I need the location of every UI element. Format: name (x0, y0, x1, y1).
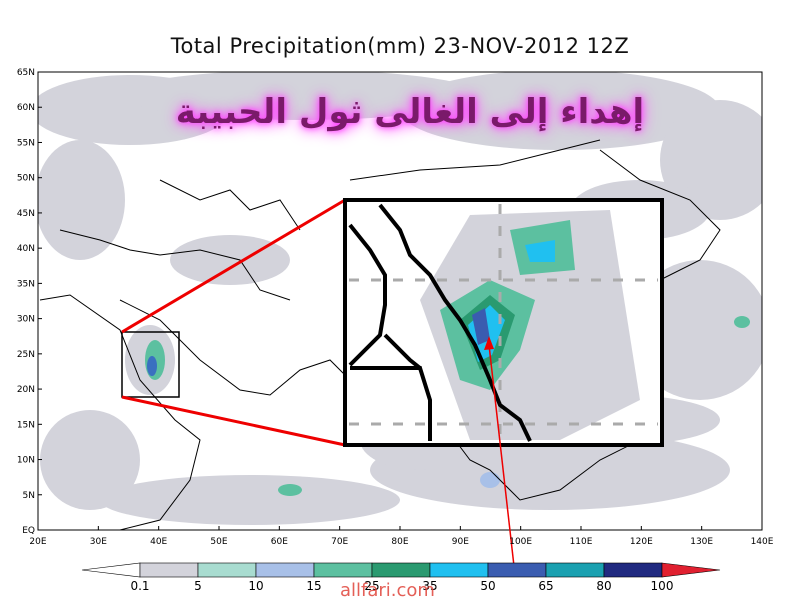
colorbar: 0.1 5 10 15 25 35 50 65 80 100 (81, 562, 721, 593)
colorbar-box (487, 562, 547, 578)
colorbar-label: 15 (306, 579, 321, 593)
lat-label: 50N (17, 174, 35, 184)
colorbar-label: 5 (194, 579, 202, 593)
map-title: Total Precipitation(mm) 23-NOV-2012 12Z (170, 34, 630, 58)
lat-label: EQ (22, 526, 35, 536)
lon-label: 50E (210, 537, 227, 547)
lon-label: 100E (509, 537, 532, 547)
colorbar-box (139, 562, 199, 578)
lon-label: 60E (271, 537, 288, 547)
lat-label: 40N (17, 244, 35, 254)
colorbar-label: 35 (422, 579, 437, 593)
lon-label: 110E (570, 537, 593, 547)
colorbar-box (371, 562, 431, 578)
lon-label: 80E (391, 537, 408, 547)
lat-label: 20N (17, 385, 35, 395)
colorbar-box (255, 562, 315, 578)
colorbar-arrow (661, 562, 721, 578)
lat-label: 45N (17, 209, 35, 219)
colorbar-label: 10 (248, 579, 263, 593)
lon-label: 70E (331, 537, 348, 547)
lon-label: 40E (150, 537, 167, 547)
lon-label: 20E (29, 537, 46, 547)
lat-label: 60N (17, 103, 35, 113)
lat-label: 55N (17, 138, 35, 148)
lat-label: 65N (17, 68, 35, 78)
lat-label: 5N (23, 491, 35, 501)
lon-label: 130E (690, 537, 713, 547)
lon-label: 140E (751, 537, 774, 547)
lat-label: 25N (17, 350, 35, 360)
lat-label: 30N (17, 315, 35, 325)
colorbar-label: 65 (538, 579, 553, 593)
colorbar-box (603, 562, 663, 578)
colorbar-label: 100 (651, 579, 674, 593)
colorbar-box (197, 562, 257, 578)
colorbar-label: 50 (480, 579, 495, 593)
lat-label: 35N (17, 279, 35, 289)
axes: EQ 5N 10N 15N 20N 25N 30N 35N 40N 45N 50N 55N 60N 65N… (17, 68, 774, 547)
colorbar-box (313, 562, 373, 578)
colorbar-arrow (81, 562, 141, 578)
colorbar-label: 25 (364, 579, 379, 593)
lat-label: 10N (17, 456, 35, 466)
inset (343, 198, 664, 447)
lon-label: 30E (90, 537, 107, 547)
lon-label: 120E (630, 537, 653, 547)
colorbar-box (429, 562, 489, 578)
lon-label: 90E (452, 537, 469, 547)
lat-label: 15N (17, 420, 35, 430)
colorbar-label: 0.1 (130, 579, 149, 593)
watermark: allfari.com (340, 580, 435, 600)
colorbar-label: 80 (596, 579, 611, 593)
colorbar-box (545, 562, 605, 578)
dedication: إهداء إلى الغالى ثول الحبيبة (175, 92, 645, 132)
